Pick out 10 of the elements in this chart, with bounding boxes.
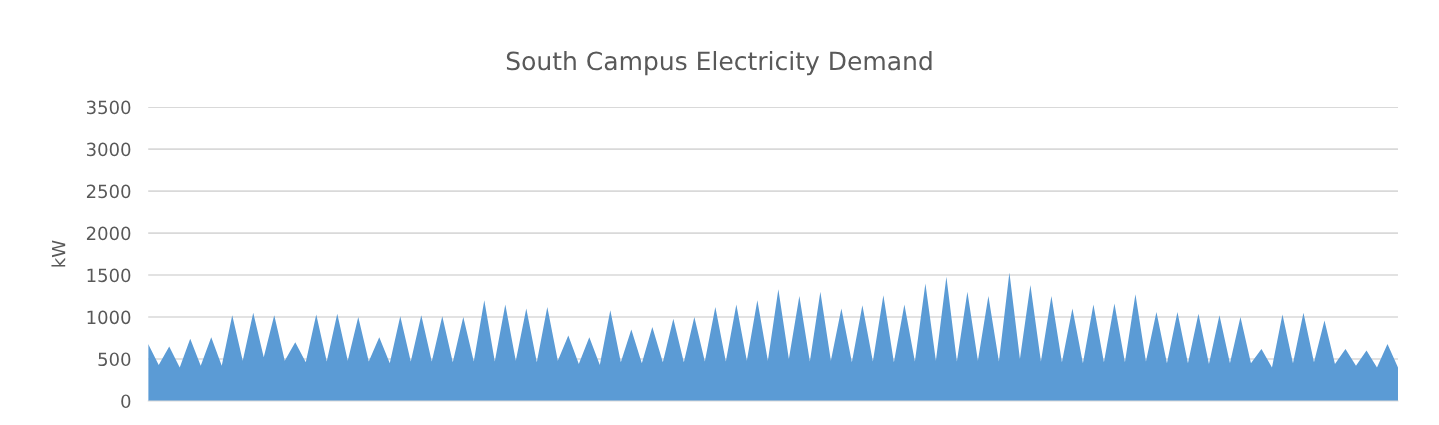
y-tick-label: 1000: [87, 310, 131, 325]
y-axis-title: kW: [51, 240, 66, 267]
y-tick-label: 1500: [87, 268, 131, 283]
chart-title: South Campus Electricity Demand: [506, 51, 932, 76]
y-tick-label: 3500: [86, 100, 131, 115]
y-tick-label: 3000: [86, 142, 131, 157]
y-tick-label: 2500: [86, 184, 131, 199]
y-tick-label: 2000: [86, 226, 131, 241]
y-tick-label: 0: [121, 394, 131, 409]
y-tick-label: 500: [98, 352, 131, 367]
